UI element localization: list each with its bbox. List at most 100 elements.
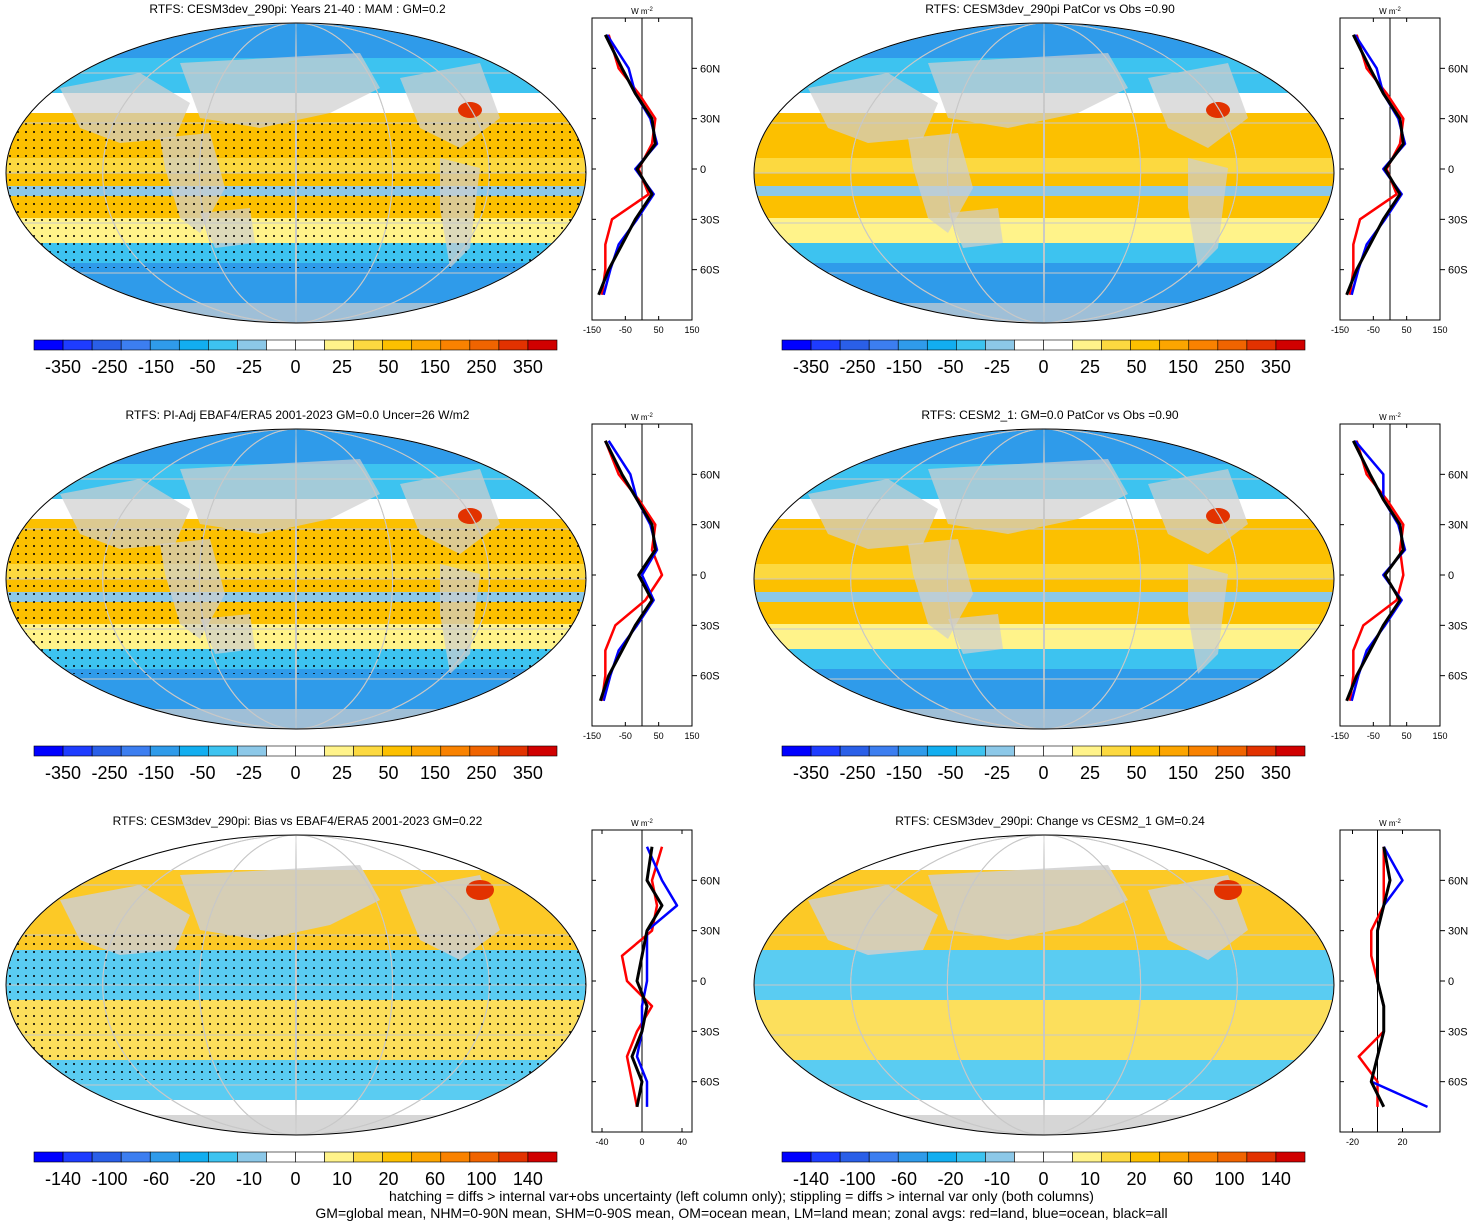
colorbar-swatch bbox=[1130, 745, 1161, 757]
graticule-lon bbox=[946, 429, 1142, 729]
colorbar-swatch bbox=[62, 339, 93, 351]
map-field bbox=[6, 429, 586, 729]
colorbar-swatch bbox=[295, 1151, 325, 1163]
all-curve bbox=[597, 34, 657, 296]
colorbar-swatch bbox=[91, 1151, 122, 1163]
land-region bbox=[928, 459, 1128, 534]
zonal-profile-1: W m-2 60N 30N 0 30S 60S -150 -50 50 150 bbox=[583, 7, 720, 335]
colorbar-swatch bbox=[1188, 339, 1219, 351]
hotspot-region bbox=[458, 102, 482, 118]
colorbar-swatch bbox=[810, 745, 841, 757]
colorbar-swatch bbox=[1072, 745, 1102, 757]
x-tick-label: -20 bbox=[1346, 1137, 1359, 1147]
colorbar-label: -350 bbox=[45, 763, 81, 783]
map-outline bbox=[5, 834, 587, 1136]
colorbar-swatch bbox=[839, 1151, 870, 1163]
colorbar-swatch bbox=[1014, 1151, 1044, 1163]
x-tick-label: 150 bbox=[684, 325, 699, 335]
land-region bbox=[848, 303, 1248, 323]
lat-label: 30S bbox=[700, 1026, 720, 1038]
map-outline bbox=[753, 428, 1335, 730]
colorbar-swatch bbox=[411, 339, 442, 351]
colorbar-label: -25 bbox=[236, 763, 262, 783]
graticule-lon bbox=[946, 23, 1142, 323]
colorbar-swatch bbox=[62, 1151, 93, 1163]
colorbar-swatch bbox=[839, 339, 870, 351]
colorbar-label: -60 bbox=[891, 1169, 917, 1189]
x-tick-label: -150 bbox=[583, 731, 601, 741]
anomaly-region bbox=[180, 865, 380, 940]
ocean-curve bbox=[1350, 439, 1407, 702]
colorbar-swatch bbox=[237, 1151, 267, 1163]
colorbar-label: 150 bbox=[1168, 357, 1198, 377]
colorbar-swatch bbox=[1159, 339, 1190, 351]
panel-title-3: RTFS: PI-Adj EBAF4/ERA5 2001-2023 GM=0.0… bbox=[125, 408, 470, 422]
x-tick-label: -150 bbox=[1331, 731, 1349, 741]
colorbar-swatch bbox=[1217, 339, 1248, 351]
colorbar-label: -140 bbox=[45, 1169, 81, 1189]
colorbar-label: 250 bbox=[466, 763, 496, 783]
lat-label: 60S bbox=[700, 265, 720, 277]
colorbar-label: 10 bbox=[332, 1169, 352, 1189]
colorbar-swatch bbox=[237, 339, 267, 351]
colorbar-swatch bbox=[781, 339, 812, 351]
colorbar-label: 250 bbox=[1214, 763, 1244, 783]
land-region bbox=[808, 73, 938, 143]
colorbar-swatch bbox=[868, 745, 899, 757]
colorbar-label: 140 bbox=[1261, 1169, 1291, 1189]
colorbar-label: -150 bbox=[138, 357, 174, 377]
graticule-lon bbox=[850, 429, 1238, 729]
colorbar-swatch bbox=[926, 339, 957, 351]
x-tick-label: -40 bbox=[595, 1137, 608, 1147]
map-field bbox=[6, 835, 586, 1135]
colorbar-swatch bbox=[353, 339, 383, 351]
zonal-profile-6: W m-2 60N 30N 0 30S 60S -20 20 bbox=[1339, 819, 1468, 1147]
colorbar-label: 50 bbox=[1126, 763, 1146, 783]
anomaly-region bbox=[808, 885, 938, 955]
all-curve bbox=[630, 846, 664, 1108]
panel-title-6: RTFS: CESM3dev_290pi: Change vs CESM2_1 … bbox=[895, 814, 1205, 828]
lat-label: 0 bbox=[1448, 570, 1454, 582]
colorbar-label: -150 bbox=[138, 763, 174, 783]
colorbar-swatch bbox=[120, 745, 151, 757]
colorbar-label: 20 bbox=[378, 1169, 398, 1189]
graticule-lon bbox=[1043, 429, 1045, 729]
graticule-lon bbox=[946, 835, 1142, 1135]
ocean-curve bbox=[635, 846, 679, 1107]
lat-label: 30N bbox=[700, 114, 720, 126]
colorbar-swatch bbox=[1246, 339, 1277, 351]
colorbar-5: -140 -100 -60 -20 -10 0 10 20 60 100 140 bbox=[33, 1151, 558, 1189]
map-outline bbox=[5, 428, 587, 730]
land-region bbox=[100, 709, 500, 729]
graticule-lon bbox=[850, 23, 1238, 323]
colorbar-swatch bbox=[1130, 1151, 1161, 1163]
map-panel-1 bbox=[5, 22, 587, 324]
colorbar-swatch bbox=[469, 339, 500, 351]
zonal-profile-5: W m-2 60N 30N 0 30S 60S -40 0 40 bbox=[591, 819, 720, 1147]
land-curve bbox=[600, 34, 657, 295]
x-tick-label: 50 bbox=[1402, 731, 1412, 741]
colorbar-swatch bbox=[1275, 745, 1306, 757]
colorbar-swatch bbox=[527, 1151, 558, 1163]
land-region bbox=[948, 614, 1003, 654]
lat-label: 60S bbox=[700, 1077, 720, 1089]
colorbar-swatch bbox=[1217, 745, 1248, 757]
land-curve bbox=[1357, 846, 1385, 1107]
colorbar-swatch bbox=[295, 339, 325, 351]
lat-label: 60N bbox=[1448, 63, 1468, 75]
colorbar-swatch bbox=[956, 1151, 986, 1163]
hotspot-region bbox=[458, 508, 482, 524]
colorbar-swatch bbox=[1217, 1151, 1248, 1163]
colorbar-swatch bbox=[1275, 1151, 1306, 1163]
land-region bbox=[1188, 158, 1228, 268]
colorbar-label: 100 bbox=[466, 1169, 496, 1189]
colorbar-label: -250 bbox=[92, 763, 128, 783]
colorbar-label: 250 bbox=[466, 357, 496, 377]
colorbar-swatch bbox=[382, 1151, 413, 1163]
x-tick-label: -150 bbox=[583, 325, 601, 335]
lat-label: 30N bbox=[1448, 926, 1468, 938]
units-label: W m-2 bbox=[631, 819, 653, 828]
colorbar-swatch bbox=[897, 339, 928, 351]
map-field bbox=[754, 429, 1334, 729]
x-tick-label: -50 bbox=[619, 731, 632, 741]
